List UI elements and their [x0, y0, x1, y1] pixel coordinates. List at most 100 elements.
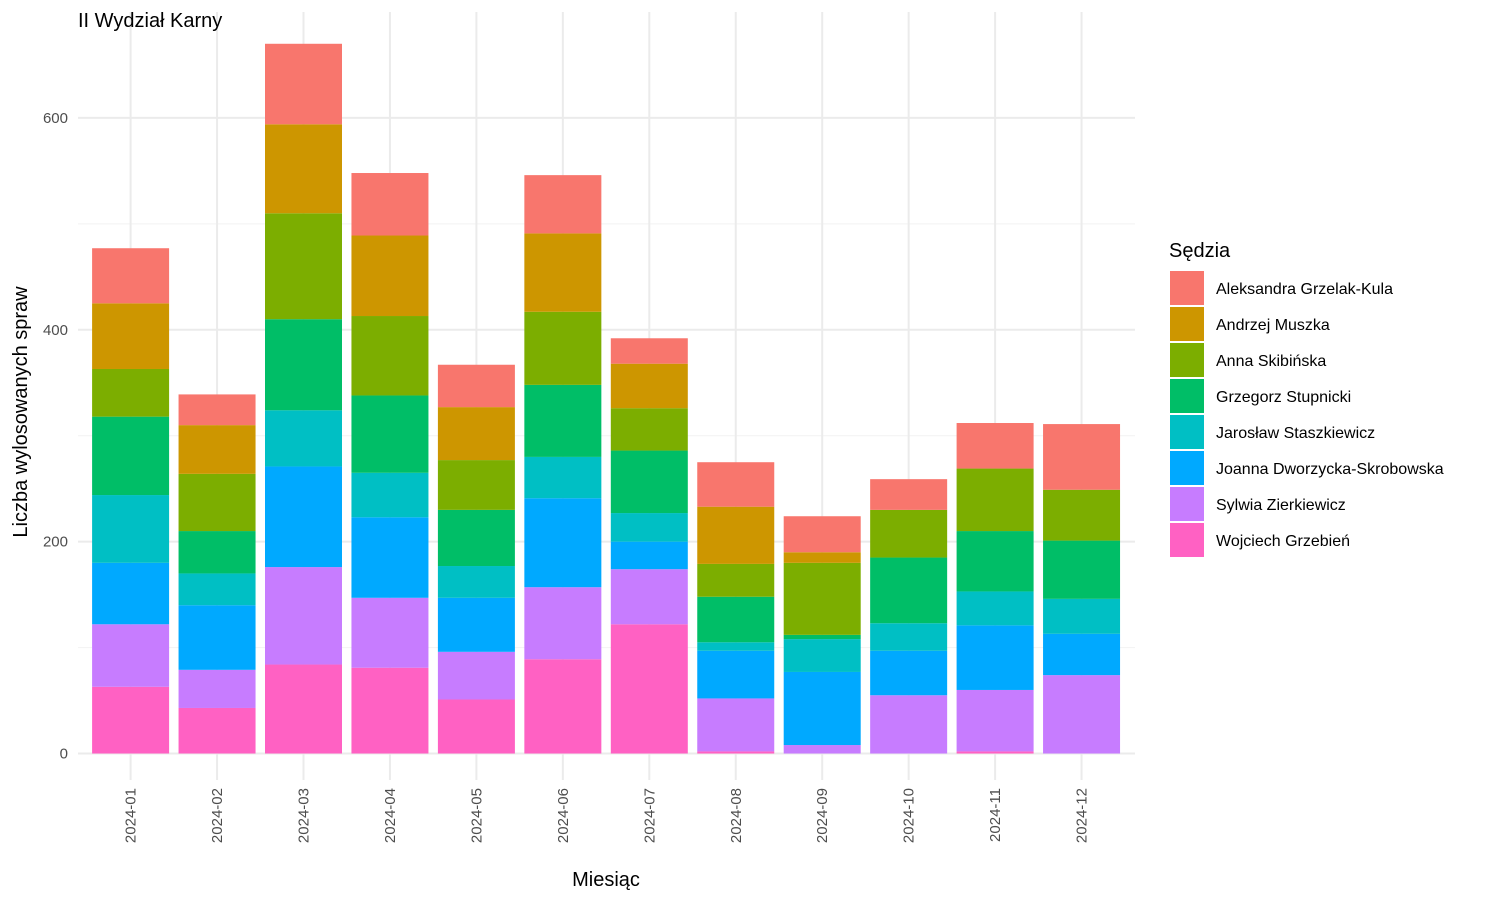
bar-segment	[524, 175, 602, 234]
legend-key	[1170, 523, 1204, 557]
bar-segment	[870, 479, 948, 510]
x-tick-label: 2024-08	[728, 788, 745, 843]
bar-segment	[870, 509, 948, 558]
x-tick-label: 2024-06	[555, 788, 572, 843]
chart-title: II Wydział Karny	[78, 10, 222, 32]
bar-segment	[697, 751, 775, 754]
bar-segment	[1043, 540, 1121, 599]
bar-segment	[697, 506, 775, 564]
y-axis-ticks: 0 200 400 600	[43, 110, 68, 763]
bar-segment	[524, 456, 602, 499]
bar-segment	[265, 664, 342, 754]
bar-segment	[783, 671, 861, 746]
bar-segment	[610, 624, 688, 754]
bar-segment	[610, 363, 688, 409]
bar-segment	[956, 625, 1034, 690]
legend-label: Wojciech Grzebień	[1216, 533, 1350, 550]
bar-segment	[956, 751, 1034, 754]
y-tick-label: 400	[43, 322, 68, 339]
bar-segment	[178, 394, 256, 426]
bar-segment	[437, 509, 515, 567]
legend-key	[1170, 307, 1204, 341]
bar-segment	[265, 410, 342, 467]
x-tick-label: 2024-10	[901, 788, 918, 843]
legend-key	[1170, 343, 1204, 377]
x-tick-label: 2024-07	[641, 788, 658, 843]
bar-segment	[697, 698, 775, 752]
x-axis-title: Miesiąc	[572, 869, 640, 891]
bar-segment	[697, 642, 775, 651]
bar-segment	[697, 650, 775, 699]
bar-segment	[437, 699, 515, 754]
bar-segment	[351, 517, 429, 598]
bar-segment	[783, 552, 861, 563]
bar-segment	[610, 338, 688, 364]
legend-label: Sylwia Zierkiewicz	[1216, 497, 1346, 514]
bar-segment	[265, 124, 342, 214]
bar-segment	[265, 466, 342, 568]
bar-segment	[437, 651, 515, 700]
bar-segment	[265, 567, 342, 665]
x-tick-label: 2024-05	[468, 788, 485, 843]
x-tick-label: 2024-01	[123, 788, 140, 843]
bar-segment	[1043, 489, 1121, 541]
bar-segment	[870, 650, 948, 696]
bar-segment	[92, 248, 170, 304]
bar-segment	[265, 213, 342, 320]
bar-segment	[697, 462, 775, 507]
legend-key	[1170, 379, 1204, 413]
bar-segment	[92, 416, 170, 496]
bar-segment	[178, 425, 256, 474]
bar-segment	[610, 513, 688, 542]
bar-segment	[437, 566, 515, 598]
x-tick-label: 2024-02	[209, 788, 226, 843]
bar-segment	[610, 408, 688, 451]
bar-segment	[956, 591, 1034, 626]
bar-segment	[956, 423, 1034, 469]
bar-segment	[351, 472, 429, 518]
bar-segment	[178, 473, 256, 532]
x-axis-ticks: 2024-01 2024-02 2024-03 2024-04 2024-05 2024-…	[123, 788, 1091, 843]
x-tick-label: 2024-11	[987, 788, 1004, 842]
bar-segment	[437, 597, 515, 652]
bar-segment	[92, 368, 170, 417]
bar-segment	[610, 541, 688, 570]
legend-label: Jarosław Staszkiewicz	[1216, 425, 1375, 442]
bar-segment	[697, 596, 775, 643]
bar-segment	[783, 745, 861, 754]
bar-segment	[265, 319, 342, 411]
bar-segment	[351, 235, 429, 317]
bar-segment	[92, 562, 170, 625]
y-axis-title: Liczba wylosowanych spraw	[10, 286, 32, 538]
bars	[92, 43, 1121, 754]
legend-key	[1170, 451, 1204, 485]
x-tick-label: 2024-03	[296, 788, 313, 843]
x-tick-label: 2024-09	[814, 788, 831, 843]
bar-segment	[524, 587, 602, 660]
bar-segment	[610, 450, 688, 514]
bar-segment	[351, 316, 429, 396]
bar-segment	[783, 639, 861, 672]
bar-segment	[1043, 675, 1121, 754]
bar-segment	[351, 395, 429, 473]
bar-segment	[783, 516, 861, 553]
bar-segment	[178, 605, 256, 670]
legend-label: Aleksandra Grzelak-Kula	[1216, 281, 1393, 298]
bar-segment	[524, 498, 602, 588]
bar-segment	[524, 311, 602, 385]
bar-segment	[870, 695, 948, 754]
bar-segment	[92, 686, 170, 754]
bar-segment	[92, 303, 170, 369]
legend-key	[1170, 271, 1204, 305]
bar-segment	[178, 707, 256, 754]
y-tick-label: 0	[60, 746, 68, 763]
x-tick-label: 2024-12	[1074, 788, 1091, 843]
bar-segment	[956, 468, 1034, 532]
legend-label: Anna Skibińska	[1216, 353, 1326, 370]
bar-segment	[92, 624, 170, 687]
legend: Sędzia Aleksandra Grzelak-Kula Andrzej Mu…	[1169, 240, 1444, 557]
bar-segment	[783, 634, 861, 640]
bar-segment	[1043, 598, 1121, 634]
bar-segment	[92, 495, 170, 563]
